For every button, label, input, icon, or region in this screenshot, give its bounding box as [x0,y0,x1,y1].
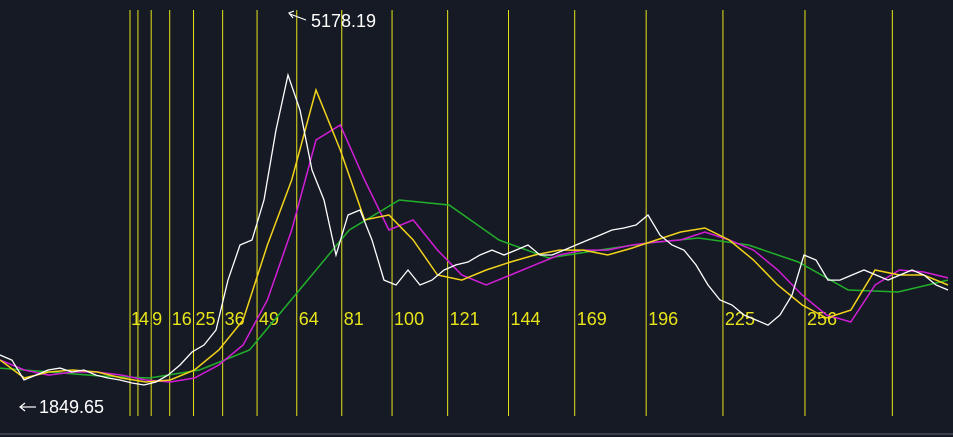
time-label: 16 [172,309,192,329]
time-label: 81 [344,309,364,329]
time-label: 9 [152,309,162,329]
high-arrow-head [288,10,295,19]
time-label: 225 [725,309,755,329]
low-label: 1849.65 [39,397,104,417]
price-line [0,72,949,386]
high-arrow [289,13,307,21]
time-label: 121 [450,309,480,329]
time-label: 1 [131,309,141,329]
price-line [0,199,949,379]
time-label: 169 [577,309,607,329]
time-label: 64 [299,309,319,329]
low-arrow-head [19,402,26,412]
time-label: 25 [196,309,216,329]
time-label: 36 [225,309,245,329]
high-label: 5178.19 [311,11,376,31]
time-label: 196 [648,309,678,329]
time-label: 256 [807,309,837,329]
time-label: 100 [394,309,424,329]
time-label: 144 [511,309,541,329]
time-label: 4 [139,309,149,329]
time-label: 49 [259,309,279,329]
